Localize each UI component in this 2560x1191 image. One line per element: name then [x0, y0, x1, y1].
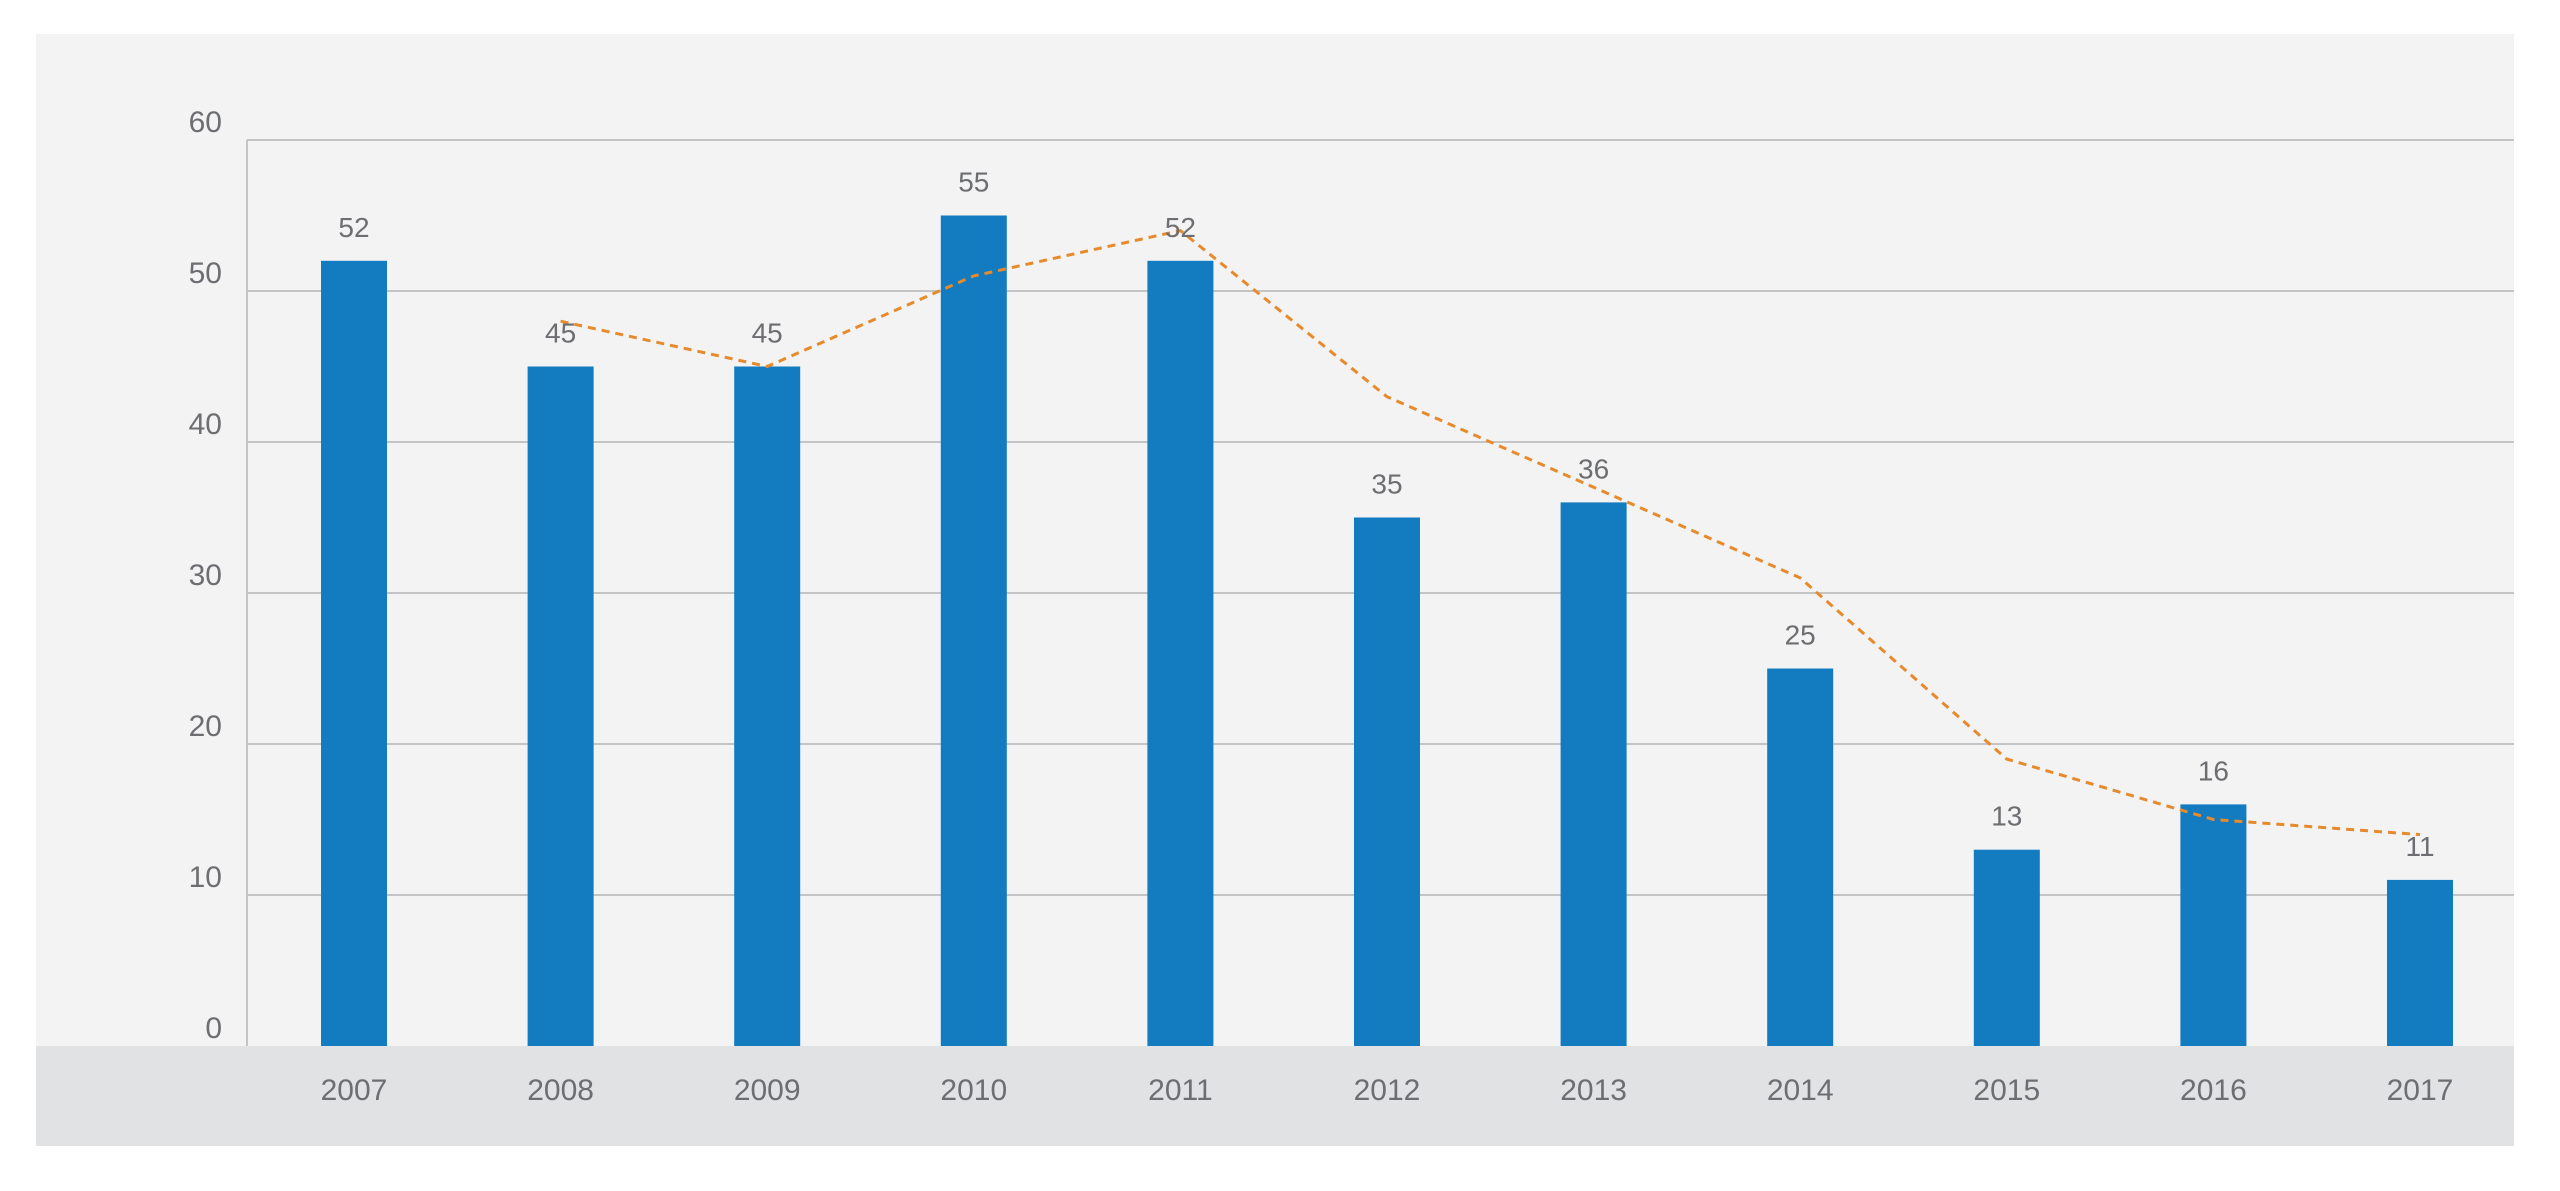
- bar: [1354, 517, 1420, 1046]
- x-tick-label: 2013: [1560, 1074, 1627, 1107]
- bar: [321, 260, 387, 1046]
- x-tick-label: 2012: [1354, 1074, 1421, 1107]
- trend-line: [560, 228, 2421, 837]
- x-tick-label: 2016: [2180, 1074, 2247, 1107]
- x-axis-tick-labels: 2007 2008 2009 2010 2011 2012 2013 2014 2015 2016…: [321, 1074, 2454, 1107]
- bar-data-label: 55: [958, 167, 989, 198]
- bar: [1560, 502, 1627, 1046]
- bar-data-label: 11: [2405, 831, 2434, 862]
- bar: [1767, 668, 1834, 1046]
- y-tick-label: 50: [189, 257, 222, 290]
- bar-data-label: 52: [338, 212, 369, 243]
- y-tick-label: 40: [189, 408, 222, 441]
- y-axis-tick-labels: 0 10 20 30 40 50 60: [189, 106, 222, 1045]
- bar-data-label: 36: [1578, 453, 1609, 484]
- bar-data-label: 16: [2198, 755, 2229, 786]
- bar: [734, 366, 801, 1046]
- bar: [527, 366, 594, 1046]
- bar: [2180, 804, 2247, 1046]
- bar-data-label: 52: [1165, 212, 1196, 243]
- x-tick-label: 2017: [2387, 1074, 2454, 1107]
- x-axis-band: [36, 1046, 2514, 1146]
- y-tick-label: 20: [189, 710, 222, 743]
- plot-background: [36, 34, 2514, 1046]
- bar-data-label: 35: [1371, 469, 1402, 500]
- y-tick-label: 10: [189, 861, 222, 894]
- bar-data-label: 25: [1785, 620, 1816, 651]
- x-tick-label: 2014: [1767, 1074, 1834, 1107]
- x-tick-label: 2007: [321, 1074, 388, 1107]
- x-tick-label: 2009: [734, 1074, 801, 1107]
- x-tick-label: 2015: [1973, 1074, 2040, 1107]
- bar-data-labels: 52 45 45 55 52 35 36 25 13 16 11: [338, 167, 2434, 862]
- bar: [1973, 849, 2040, 1046]
- y-tick-label: 30: [189, 559, 222, 592]
- y-tick-label: 0: [205, 1012, 222, 1045]
- x-tick-label: 2011: [1148, 1074, 1213, 1107]
- x-tick-label: 2008: [527, 1074, 594, 1107]
- bar-data-label: 45: [545, 318, 576, 349]
- bar: [2387, 879, 2453, 1046]
- bar-series: [321, 215, 2453, 1046]
- bar-data-label: 45: [752, 318, 783, 349]
- y-tick-label: 60: [189, 106, 222, 139]
- x-tick-label: 2010: [940, 1074, 1007, 1107]
- bar: [1147, 260, 1214, 1046]
- bar: [940, 215, 1007, 1046]
- bar-data-label: 13: [1991, 801, 2022, 832]
